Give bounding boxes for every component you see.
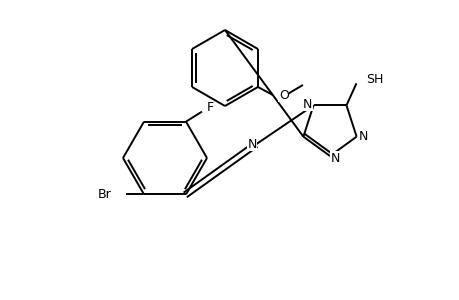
- Text: N: N: [247, 137, 256, 151]
- Text: SH: SH: [366, 73, 383, 86]
- Text: N: N: [330, 152, 339, 164]
- Text: O: O: [278, 88, 288, 101]
- Text: F: F: [206, 101, 213, 114]
- Text: N: N: [358, 130, 368, 143]
- Text: Br: Br: [98, 188, 112, 201]
- Text: N: N: [302, 98, 312, 111]
